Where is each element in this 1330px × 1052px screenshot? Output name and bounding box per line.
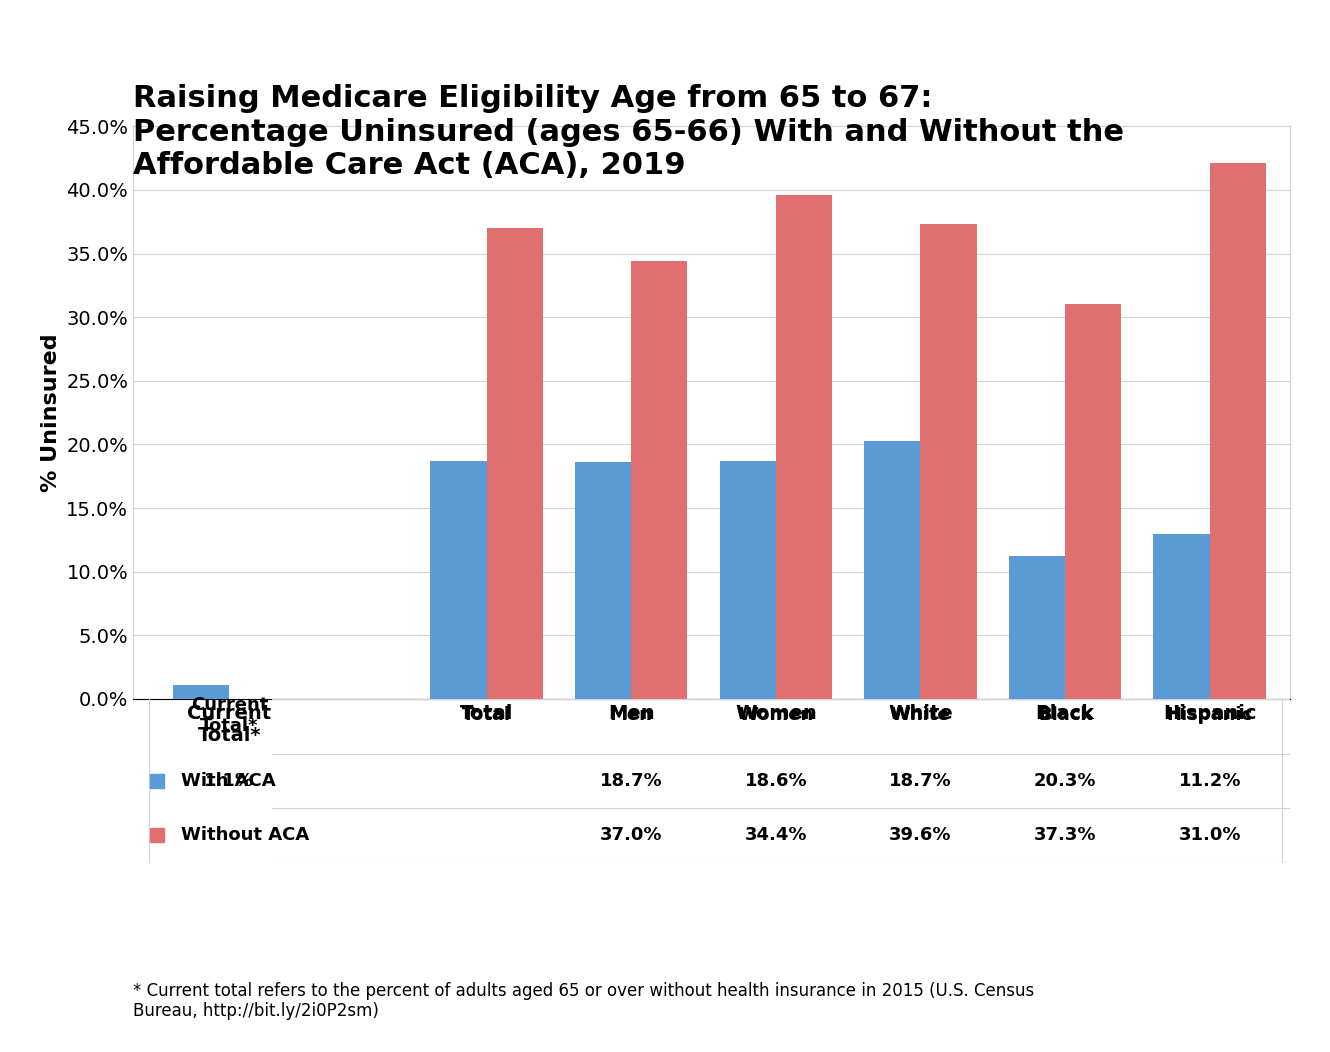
Bar	[720, 461, 775, 699]
Text: Women: Women	[738, 706, 814, 725]
Text: 20.3%: 20.3%	[1033, 772, 1096, 790]
Bar	[575, 462, 632, 699]
Text: 37.0%: 37.0%	[600, 827, 662, 845]
Text: 34.4%: 34.4%	[745, 827, 807, 845]
Bar	[864, 441, 920, 699]
Text: Without ACA: Without ACA	[181, 827, 310, 845]
Bar	[1065, 304, 1121, 699]
Text: White: White	[891, 706, 950, 725]
Text: 39.6%: 39.6%	[890, 827, 952, 845]
Text: 37.3%: 37.3%	[1033, 827, 1096, 845]
Text: 18.6%: 18.6%	[745, 772, 807, 790]
Text: Total: Total	[462, 706, 511, 725]
Bar	[1153, 533, 1210, 699]
Bar	[632, 261, 688, 699]
Bar	[920, 224, 976, 699]
Text: Black: Black	[1037, 706, 1092, 725]
Text: With ACA: With ACA	[181, 772, 275, 790]
Text: 18.7%: 18.7%	[600, 772, 662, 790]
Y-axis label: % Uninsured: % Uninsured	[41, 333, 61, 492]
Text: 18.7%: 18.7%	[890, 772, 952, 790]
Text: 11.2%: 11.2%	[1178, 772, 1241, 790]
Text: Men: Men	[609, 706, 653, 725]
Bar	[1009, 557, 1065, 699]
Text: * Current total refers to the percent of adults aged 65 or over without health i: * Current total refers to the percent of…	[133, 982, 1035, 1020]
Text: 31.0%: 31.0%	[1178, 827, 1241, 845]
Bar	[775, 195, 833, 699]
Bar	[173, 685, 229, 699]
Text: Current
Total*: Current Total*	[190, 696, 269, 734]
Text: Raising Medicare Eligibility Age from 65 to 67:
Percentage Uninsured (ages 65-66: Raising Medicare Eligibility Age from 65…	[133, 84, 1124, 180]
Bar	[431, 461, 487, 699]
Bar	[487, 228, 543, 699]
Text: Hispanic: Hispanic	[1166, 706, 1253, 725]
Text: 1.1%: 1.1%	[205, 772, 254, 790]
Bar	[1210, 163, 1266, 699]
